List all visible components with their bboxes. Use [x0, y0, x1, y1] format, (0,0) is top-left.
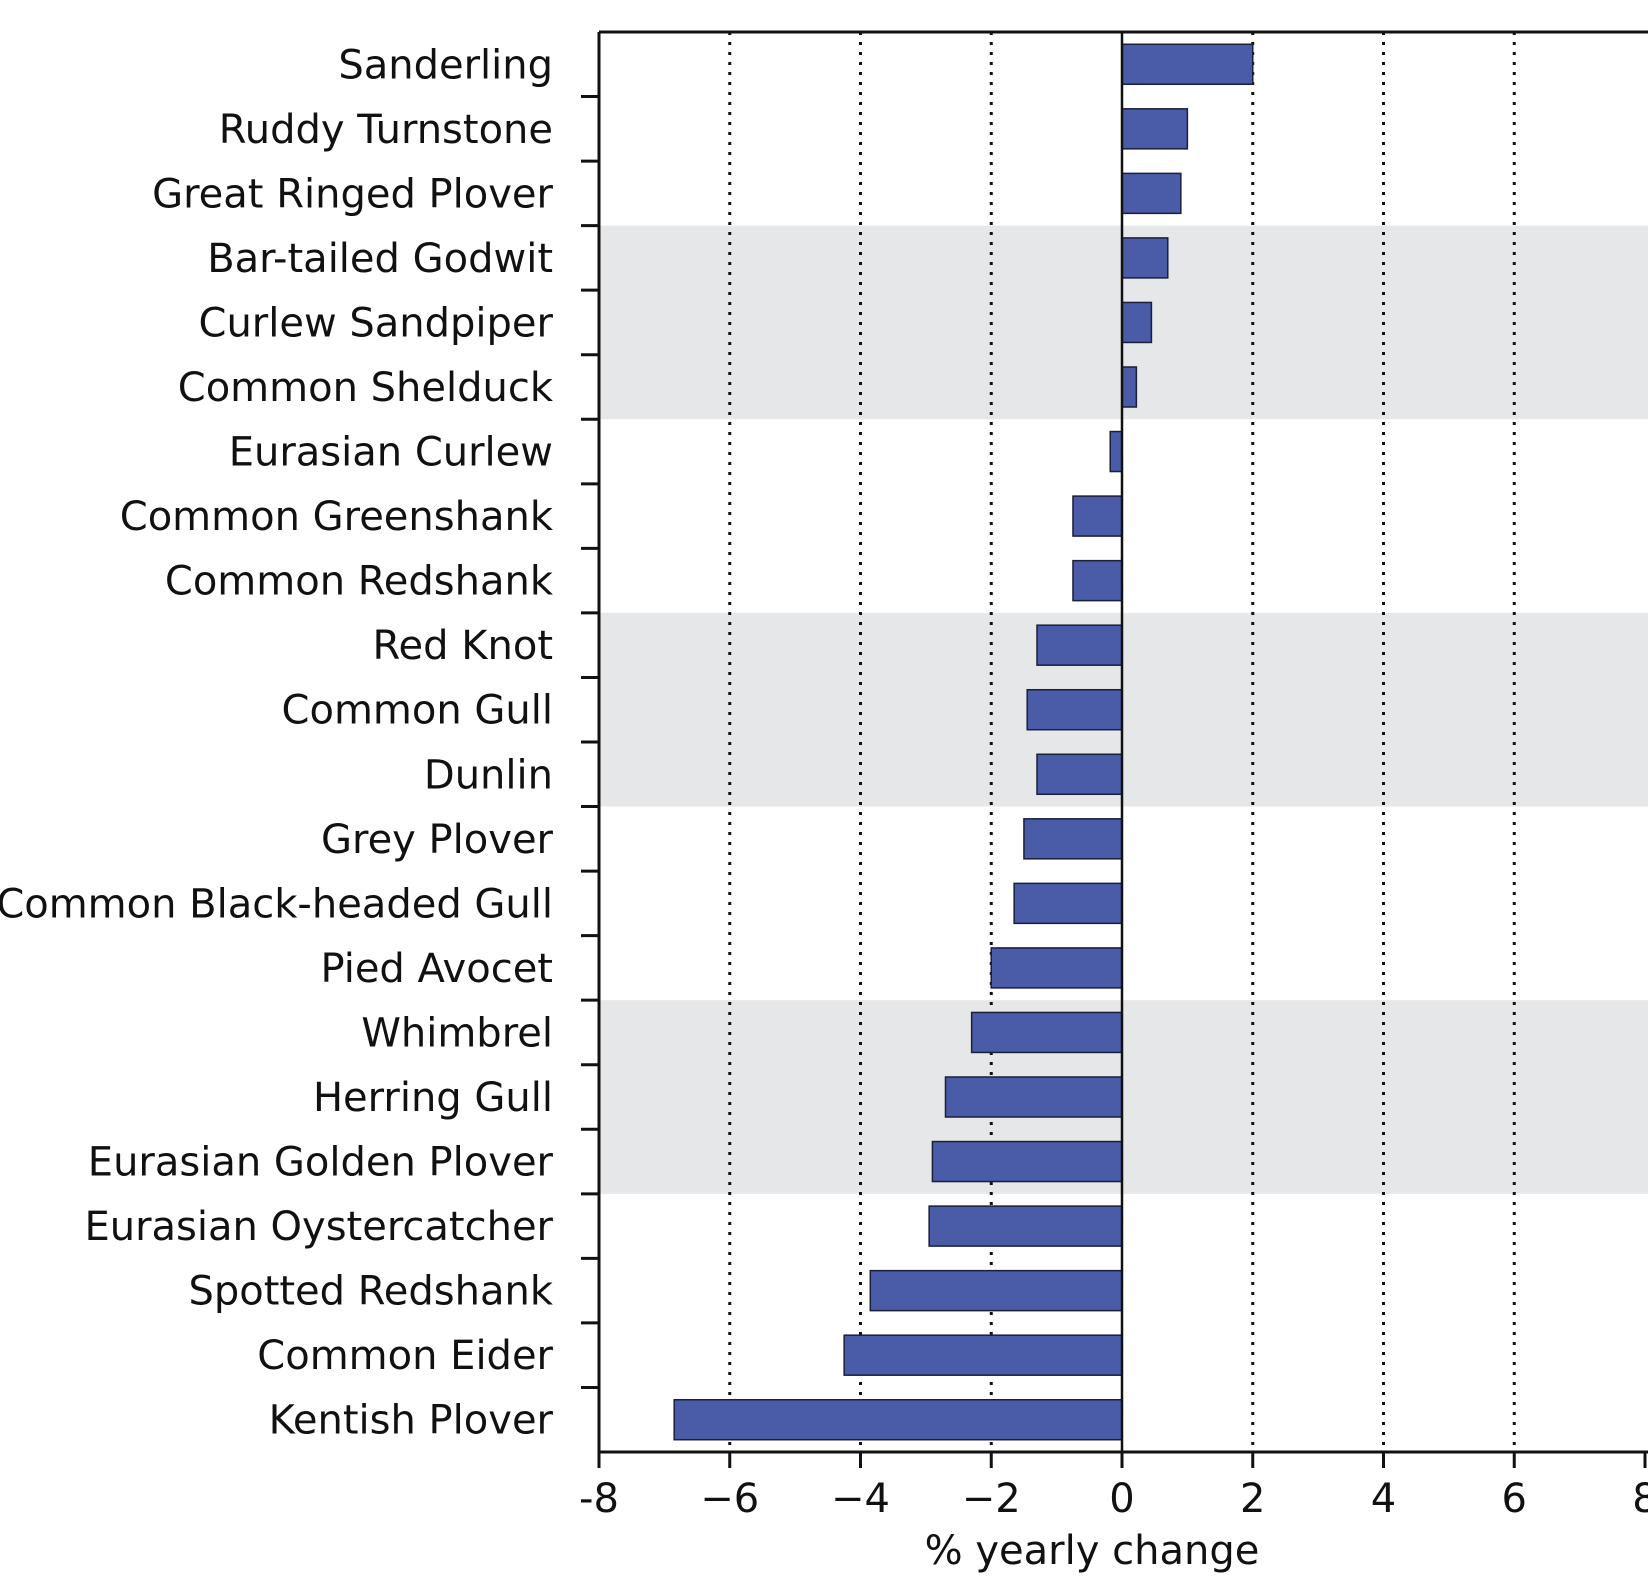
bar-8	[1072, 495, 1123, 537]
category-label: Dunlin	[424, 752, 553, 798]
category-label: Common Redshank	[165, 559, 554, 605]
x-tick-label: 0	[1109, 1476, 1134, 1522]
x-tick-labels: -8 −6 −4 −2 0 2 4 6 8	[579, 1476, 1648, 1522]
bar-14	[1013, 882, 1123, 925]
bar-9	[1072, 559, 1123, 602]
x-tick-label: −4	[831, 1476, 890, 1522]
x-tick-label: −6	[700, 1476, 759, 1522]
bar-13	[1023, 818, 1123, 860]
category-label: Eurasian Oystercatcher	[84, 1204, 553, 1250]
category-label: Common Eider	[257, 1333, 553, 1379]
bar-3	[1121, 172, 1182, 215]
category-label: Herring Gull	[313, 1075, 553, 1121]
bar-10	[1036, 624, 1123, 666]
bar-12	[1036, 753, 1123, 796]
bar-18	[931, 1140, 1123, 1183]
category-label: Great Ringed Plover	[152, 171, 553, 217]
axes	[581, 30, 1648, 1468]
bar-21	[843, 1334, 1123, 1376]
bar-19	[928, 1205, 1123, 1247]
shaded-band-3	[599, 1000, 1648, 1194]
category-label: Spotted Redshank	[188, 1269, 553, 1315]
category-label: Common Black-headed Gull	[0, 881, 553, 927]
bar-15	[990, 947, 1123, 989]
bar-20	[869, 1269, 1123, 1312]
category-label: Whimbrel	[361, 1010, 553, 1056]
category-label: Ruddy Turnstone	[219, 107, 553, 153]
category-label: Common Greenshank	[120, 494, 554, 540]
bar-4	[1121, 237, 1169, 279]
category-label: Sanderling	[338, 42, 553, 88]
bar-5	[1121, 301, 1153, 344]
bar-11	[1026, 688, 1123, 731]
bar-22	[673, 1398, 1123, 1441]
x-tick-label: 6	[1502, 1476, 1527, 1522]
bar-2	[1121, 108, 1189, 150]
category-label: Pied Avocet	[320, 946, 553, 992]
shaded-band-2	[599, 612, 1648, 807]
category-label: Common Gull	[282, 688, 553, 734]
bar-7	[1109, 430, 1123, 473]
bar-1	[1121, 43, 1254, 86]
category-label: Bar-tailed Godwit	[207, 236, 553, 282]
bars	[673, 43, 1254, 1441]
x-axis-title: % yearly change	[925, 1528, 1260, 1574]
category-label: Curlew Sandpiper	[199, 300, 554, 346]
x-tick-label: -8	[579, 1476, 619, 1522]
x-tick-label: 4	[1371, 1476, 1396, 1522]
category-label: Grey Plover	[321, 817, 554, 863]
x-tick-label: 8	[1632, 1476, 1648, 1522]
category-label: Red Knot	[373, 623, 553, 669]
category-label: Common Shelduck	[178, 365, 554, 411]
category-label: Eurasian Golden Plover	[88, 1140, 554, 1186]
category-label: Eurasian Curlew	[229, 430, 553, 476]
bar-6	[1121, 366, 1138, 408]
category-labels: Sanderling Ruddy Turnstone Great Ringed Pl…	[0, 42, 554, 1443]
gridlines	[728, 32, 1516, 1452]
x-tick-label: 2	[1240, 1476, 1265, 1522]
bar-17	[944, 1076, 1123, 1118]
bar-16	[970, 1011, 1123, 1054]
x-tick-label: −2	[962, 1476, 1021, 1522]
category-label: Kentish Plover	[269, 1398, 554, 1444]
